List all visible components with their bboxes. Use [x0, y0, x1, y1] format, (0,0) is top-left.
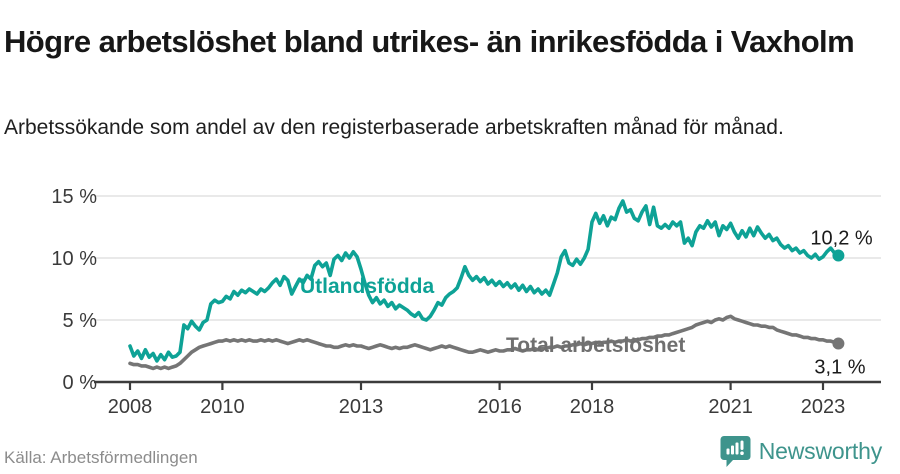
page-subtitle: Arbetssökande som andel av den registerb…: [4, 116, 784, 139]
y-axis-tick-label: 5 %: [63, 310, 98, 332]
total-end-dot: [832, 337, 845, 350]
y-axis-tick-label: 0 %: [63, 372, 98, 394]
source-note: Källa: Arbetsförmedlingen: [4, 448, 198, 467]
x-axis-tick-label: 2010: [200, 396, 245, 418]
total-line: [128, 314, 841, 371]
x-axis-tick-label: 2023: [801, 396, 846, 418]
x-axis-tick-label: 2016: [477, 396, 522, 418]
x-axis-tick-label: 2008: [108, 396, 153, 418]
utlandsfodda-end-value: 10,2 %: [810, 228, 872, 250]
utlandsfodda-series-label: Utlandsfödda: [300, 275, 434, 298]
newsworthy-logo-icon: [720, 436, 751, 467]
total-series-label: Total arbetslöshet: [506, 334, 685, 357]
y-axis-tick-label: 10 %: [51, 248, 97, 270]
total-end-value: 3,1 %: [814, 357, 865, 379]
y-axis-tick-label: 15 %: [51, 186, 97, 208]
x-axis-tick-label: 2013: [339, 396, 384, 418]
x-axis-tick-label: 2018: [570, 396, 615, 418]
page-title: Högre arbetslöshet bland utrikes- än inr…: [4, 23, 855, 59]
utlandsfodda-end-dot: [832, 249, 845, 262]
utlandsfodda-line: [128, 199, 841, 363]
x-axis-tick-label: 2021: [708, 396, 753, 418]
brand-name: Newsworthy: [758, 438, 882, 464]
newsworthy-brand: Newsworthy: [720, 435, 882, 468]
